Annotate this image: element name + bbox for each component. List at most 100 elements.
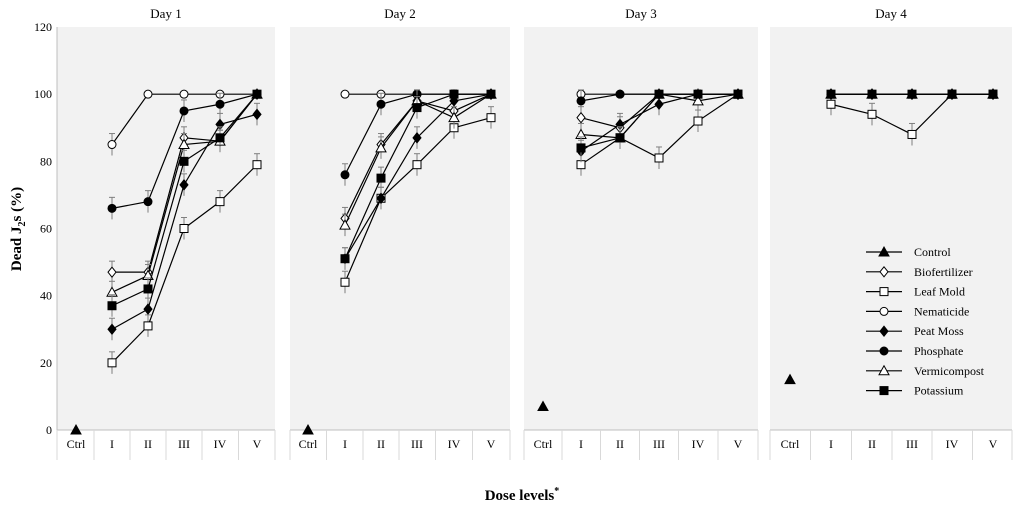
data-point bbox=[252, 160, 262, 170]
data-point bbox=[826, 89, 836, 99]
data-point bbox=[615, 133, 625, 143]
series-potassium bbox=[826, 89, 998, 99]
panel-background bbox=[524, 27, 758, 430]
control-point bbox=[784, 373, 796, 385]
data-point bbox=[107, 358, 117, 368]
control-point bbox=[302, 423, 314, 435]
legend-item-control: Control bbox=[866, 245, 951, 259]
legend-marker bbox=[878, 364, 890, 376]
data-point bbox=[340, 254, 350, 264]
data-point bbox=[693, 116, 703, 126]
data-point bbox=[375, 141, 387, 153]
series-leaf-mold bbox=[107, 153, 262, 374]
x-tick-label: III bbox=[411, 437, 423, 451]
x-tick-label: II bbox=[868, 437, 876, 451]
x-axis-label: Dose levels* bbox=[485, 486, 560, 504]
x-tick-label: Ctrl bbox=[781, 437, 800, 451]
y-tick-label: 20 bbox=[40, 356, 52, 370]
data-point bbox=[654, 89, 664, 99]
data-point bbox=[143, 303, 153, 315]
data-point bbox=[376, 192, 386, 205]
data-point bbox=[448, 111, 460, 123]
control-point bbox=[70, 423, 82, 435]
legend-label: Control bbox=[914, 245, 951, 259]
legend-marker bbox=[879, 287, 889, 297]
legend-item-nematicide: Nematicide bbox=[866, 304, 969, 318]
data-point bbox=[143, 197, 153, 207]
data-point bbox=[576, 96, 586, 106]
panel-title: Day 3 bbox=[625, 6, 656, 21]
series-potassium bbox=[107, 89, 262, 317]
panel-background bbox=[290, 27, 510, 430]
x-tick-label: V bbox=[487, 437, 496, 451]
y-tick-label: 0 bbox=[46, 423, 52, 437]
legend-item-phosphate: Phosphate bbox=[866, 344, 963, 358]
y-axis-label: Dead J2s (%) bbox=[9, 187, 28, 271]
data-point bbox=[179, 224, 189, 233]
x-tick-label: Ctrl bbox=[534, 437, 553, 451]
x-tick-label: Ctrl bbox=[67, 437, 86, 451]
data-point bbox=[615, 89, 625, 99]
data-point bbox=[179, 179, 189, 191]
y-tick-label: 100 bbox=[34, 87, 52, 101]
legend-marker bbox=[879, 306, 889, 316]
panel-title: Day 4 bbox=[875, 6, 907, 21]
x-tick-label: IV bbox=[448, 437, 461, 451]
data-point bbox=[252, 89, 262, 99]
data-point bbox=[449, 89, 459, 99]
x-tick-label: Ctrl bbox=[299, 437, 318, 451]
data-point bbox=[907, 89, 917, 99]
legend-item-potassium: Potassium bbox=[866, 384, 964, 398]
data-point bbox=[179, 89, 189, 99]
x-tick-label: III bbox=[178, 437, 190, 451]
panel-title: Day 1 bbox=[150, 6, 181, 21]
data-point bbox=[340, 170, 350, 180]
data-point bbox=[179, 156, 189, 166]
legend-marker bbox=[879, 346, 889, 356]
data-point bbox=[693, 89, 703, 99]
data-point bbox=[988, 89, 998, 99]
data-point bbox=[376, 173, 386, 183]
x-tick-label: II bbox=[144, 437, 152, 451]
panel-title: Day 2 bbox=[384, 6, 415, 21]
data-point bbox=[576, 111, 586, 124]
data-point bbox=[107, 140, 117, 150]
x-tick-label: III bbox=[653, 437, 665, 451]
x-tick-label: I bbox=[343, 437, 347, 451]
data-point bbox=[486, 89, 496, 99]
legend-label: Peat Moss bbox=[914, 324, 964, 338]
y-tick-label: 40 bbox=[40, 289, 52, 303]
series-peat-moss bbox=[107, 102, 262, 341]
legend: Control Biofertilizer Leaf Mold Nematicide P… bbox=[866, 245, 985, 398]
data-point bbox=[907, 129, 917, 139]
legend-item-vermicompost: Vermicompost bbox=[866, 364, 985, 378]
data-point bbox=[692, 94, 704, 106]
data-point bbox=[215, 99, 225, 109]
legend-item-peat-moss: Peat Moss bbox=[866, 324, 964, 338]
data-point bbox=[376, 99, 386, 109]
x-tick-label: IV bbox=[214, 437, 227, 451]
y-tick-label: 60 bbox=[40, 222, 52, 236]
data-point bbox=[412, 160, 422, 170]
data-point bbox=[412, 132, 422, 144]
data-point bbox=[339, 219, 351, 230]
data-point bbox=[486, 113, 496, 123]
legend-label: Vermicompost bbox=[914, 364, 985, 378]
legend-marker bbox=[879, 265, 889, 278]
x-tick-label: I bbox=[110, 437, 114, 451]
data-point bbox=[143, 321, 153, 331]
data-point bbox=[215, 197, 225, 207]
data-point bbox=[215, 133, 225, 143]
series-phosphate bbox=[107, 89, 262, 220]
data-point bbox=[947, 89, 957, 99]
legend-label: Leaf Mold bbox=[914, 285, 965, 299]
data-point bbox=[340, 277, 350, 287]
data-point bbox=[867, 89, 877, 99]
legend-marker bbox=[879, 325, 889, 338]
data-point bbox=[340, 89, 350, 99]
data-point bbox=[654, 98, 664, 111]
